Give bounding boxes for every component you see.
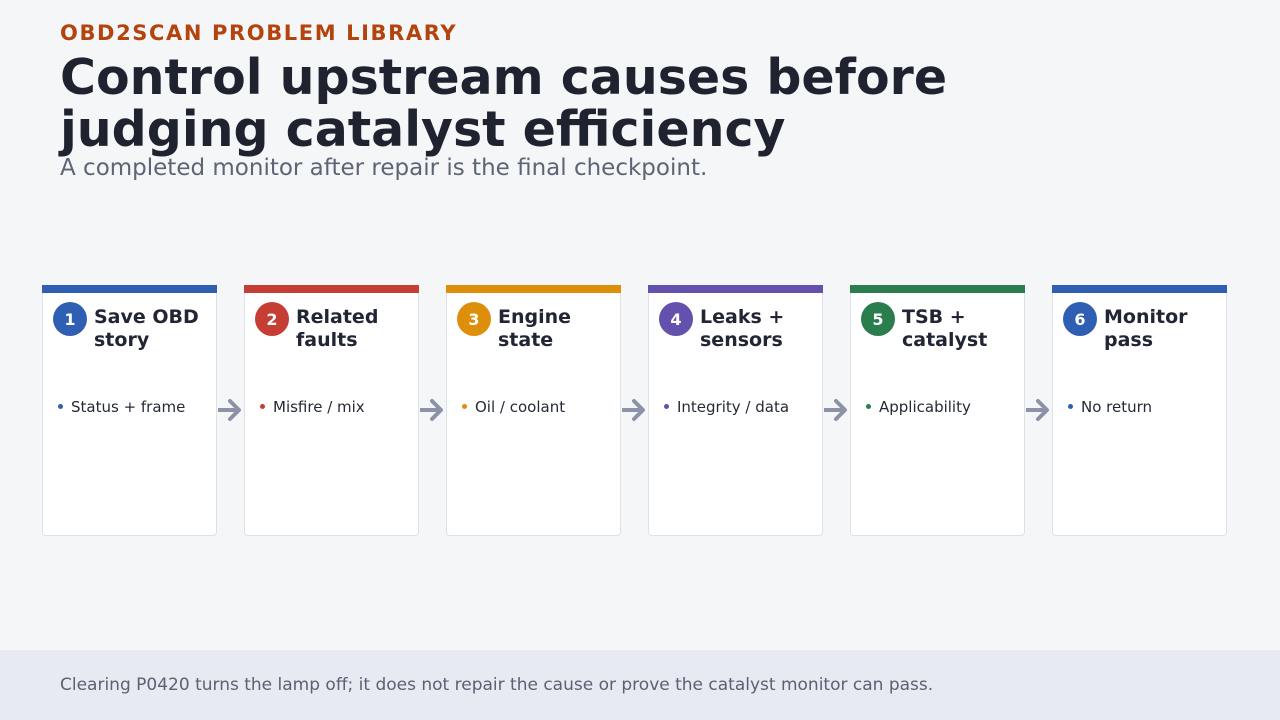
step-number-badge: 1	[53, 302, 87, 336]
step-detail: Status + frame	[71, 398, 186, 416]
step-card-2: 2 Related faults Misfire / mix	[244, 285, 419, 536]
step-title: Save OBD story	[94, 306, 199, 351]
step-title: Related faults	[296, 306, 379, 351]
step-card-5: 5 TSB + catalyst Applicability	[850, 285, 1025, 536]
chevron-right-icon	[622, 399, 645, 421]
page-title: Control upstream causes before judging c…	[60, 49, 948, 158]
step-card-4: 4 Leaks + sensors Integrity / data	[648, 285, 823, 536]
chevron-right-icon	[1026, 399, 1049, 421]
chevron-right-icon	[824, 399, 847, 421]
step-accent-bar	[648, 285, 823, 293]
step-accent-bar	[850, 285, 1025, 293]
bullet-dot-icon	[664, 404, 669, 409]
step-detail: No return	[1081, 398, 1153, 416]
chevron-right-icon	[218, 399, 241, 421]
step-title: Monitor pass	[1104, 306, 1188, 351]
step-card-3: 3 Engine state Oil / coolant	[446, 285, 621, 536]
step-number-badge: 3	[457, 302, 491, 336]
step-card-1: 1 Save OBD story Status + frame	[42, 285, 217, 536]
step-title: TSB + catalyst	[902, 306, 988, 351]
footer-note: Clearing P0420 turns the lamp off; it do…	[60, 675, 934, 695]
step-number-badge: 4	[659, 302, 693, 336]
page-subtitle: A completed monitor after repair is the …	[60, 155, 708, 181]
step-title: Leaks + sensors	[700, 306, 785, 351]
step-detail: Applicability	[879, 398, 971, 416]
bullet-dot-icon	[58, 404, 63, 409]
bullet-dot-icon	[260, 404, 265, 409]
step-detail: Oil / coolant	[475, 398, 566, 416]
step-accent-bar	[244, 285, 419, 293]
step-accent-bar	[1052, 285, 1227, 293]
bullet-dot-icon	[1068, 404, 1073, 409]
step-detail: Misfire / mix	[273, 398, 365, 416]
step-number-badge: 5	[861, 302, 895, 336]
eyebrow-label: OBD2SCAN PROBLEM LIBRARY	[60, 21, 458, 45]
footer-band: Clearing P0420 turns the lamp off; it do…	[0, 650, 1280, 720]
chevron-right-icon	[420, 399, 443, 421]
bullet-dot-icon	[866, 404, 871, 409]
step-number-badge: 6	[1063, 302, 1097, 336]
step-detail: Integrity / data	[677, 398, 790, 416]
bullet-dot-icon	[462, 404, 467, 409]
step-accent-bar	[42, 285, 217, 293]
step-number-badge: 2	[255, 302, 289, 336]
step-accent-bar	[446, 285, 621, 293]
step-card-6: 6 Monitor pass No return	[1052, 285, 1227, 536]
step-title: Engine state	[498, 306, 572, 351]
